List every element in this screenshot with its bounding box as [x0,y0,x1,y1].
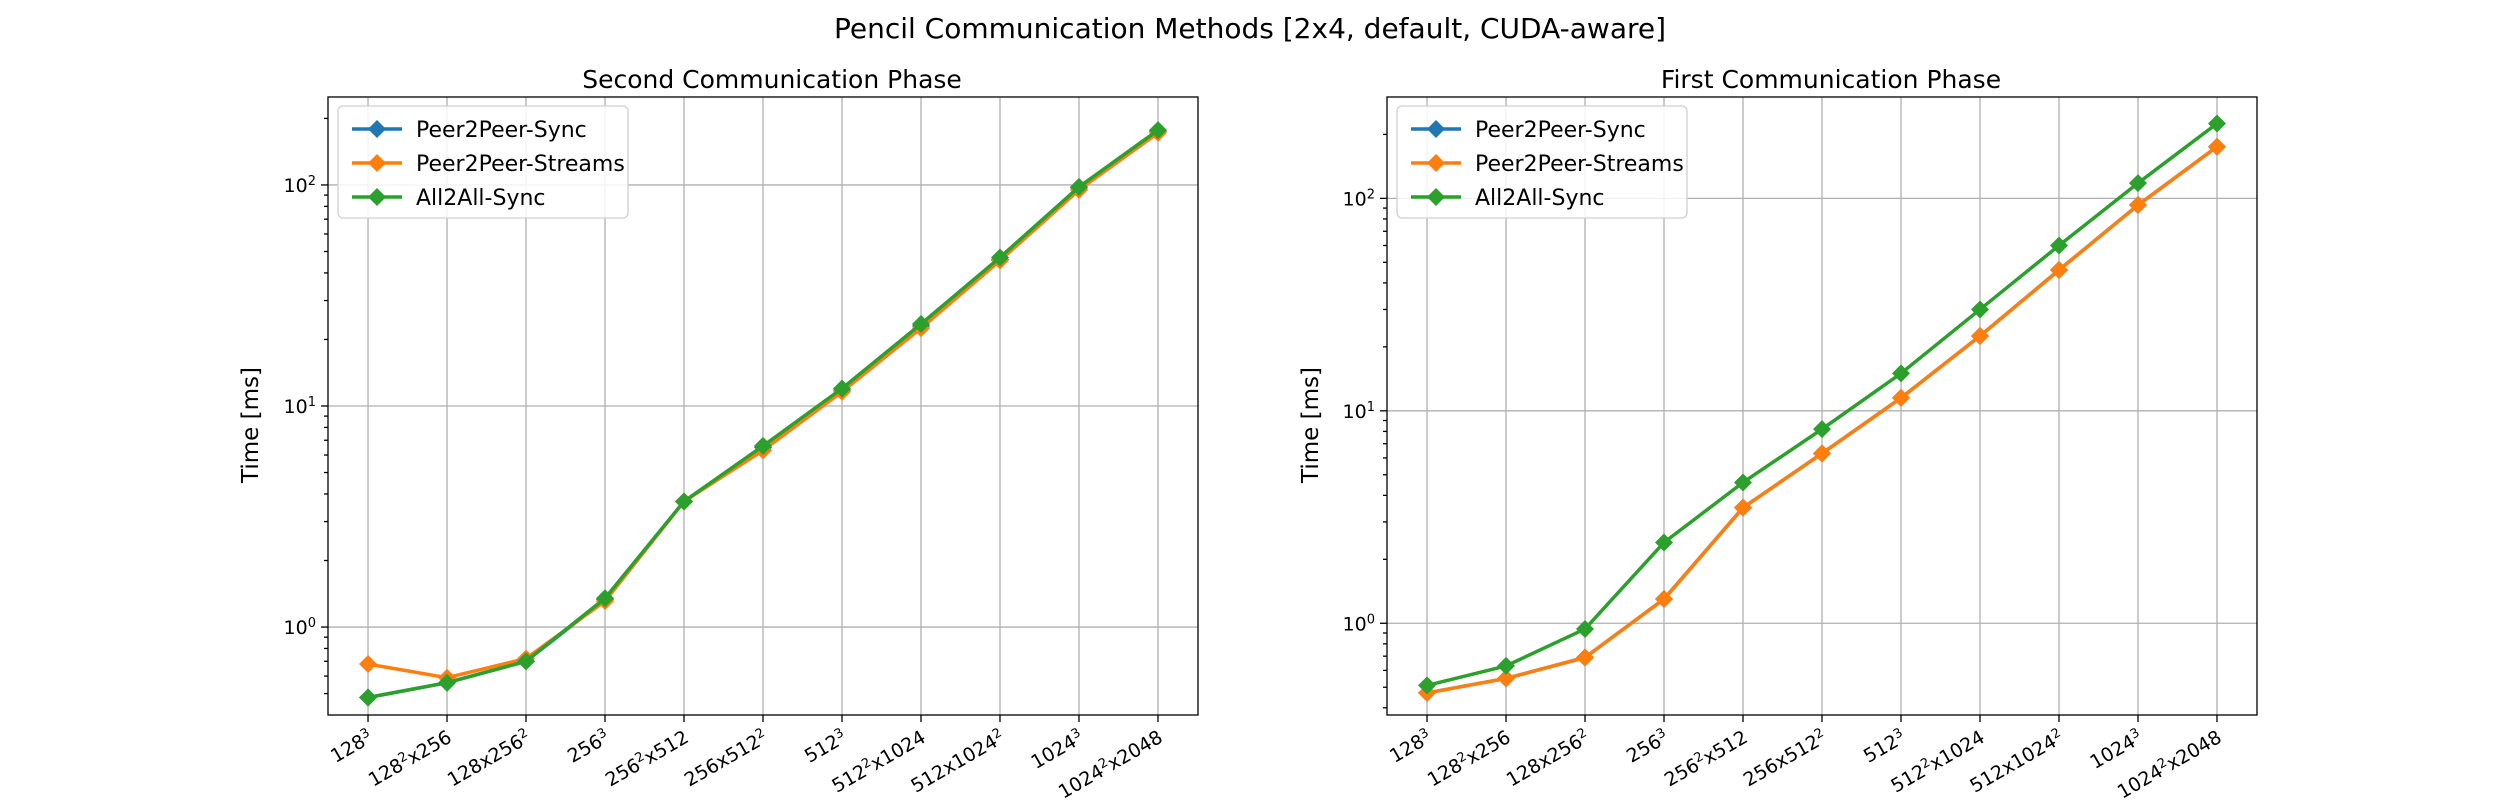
legend-label: Peer2Peer-Sync [1475,118,1646,143]
x-tick-label: 1282x256 [364,725,455,791]
data-point-marker [1813,420,1831,439]
x-tick-label: 10243 [1027,725,1088,774]
data-point-marker [1418,676,1437,695]
legend-box [1396,105,1688,219]
data-point-marker [675,492,694,511]
data-point-marker [2207,137,2226,156]
plot-frame [327,96,1199,716]
legend-item: Peer2Peer-Sync [1411,118,1646,143]
data-point-marker [1655,590,1674,609]
x-tick-label: 256x5122 [680,725,771,791]
x-tick-label: 2563 [563,725,613,768]
legend-label: All2All-Sync [1475,186,1605,211]
data-point-marker [438,673,457,692]
x-tick-label: 5123 [1859,725,1909,768]
legend-label: All2All-Sync [416,186,546,211]
right-chart-legend: Peer2Peer-Sync Peer2Peer-Streams All2All-S… [1396,105,1688,219]
data-point-marker [1891,388,1910,407]
data-point-marker [1497,656,1516,675]
data-point-marker [596,589,615,608]
x-tick-label: 5123 [800,725,850,768]
data-point-marker [1497,669,1516,688]
x-tick-label: 10243 [2086,725,2147,774]
legend-marker [1427,154,1445,172]
legend-marker [368,120,386,138]
right-chart: First Communication Phase Time [ms] 1283… [1298,65,2258,800]
y-tick-label: 101 [284,395,316,419]
data-point-marker [2049,261,2068,280]
x-tick-label: 256x5122 [1739,725,1830,791]
figure-title: Pencil Communication Methods [2x4, defau… [834,12,1666,45]
data-point-marker [1069,177,1088,196]
plot-frame [1386,96,2258,716]
left-chart-legend: Peer2Peer-Sync Peer2Peer-Streams All2All-S… [337,105,629,219]
data-point-marker [1655,533,1674,552]
data-point-marker [2128,196,2147,215]
legend-label: Peer2Peer-Streams [1475,152,1684,177]
data-point-marker [1734,473,1753,492]
data-point-marker [1734,498,1753,517]
data-point-marker [517,652,536,671]
legend-marker [1427,120,1445,138]
data-point-marker [1813,444,1831,463]
x-tick-label: 1283 [326,725,376,768]
legend-item: Peer2Peer-Streams [1411,152,1684,177]
data-point-marker [1576,619,1595,638]
x-tick-label: 128x2562 [443,725,534,791]
x-tick-label: 1282x256 [1423,725,1514,791]
legend-marker [1427,188,1445,206]
legend-marker [368,188,386,206]
right-chart-ylabel: Time [ms] [1298,367,1324,484]
legend-box [337,105,629,219]
data-point-marker [359,688,378,707]
data-point-marker [832,379,851,398]
legend-item: All2All-Sync [1411,186,1605,211]
legend-item: Peer2Peer-Streams [352,152,625,177]
x-tick-label: 1283 [1385,725,1435,768]
legend-marker [368,154,386,172]
y-tick-label: 102 [1343,187,1375,211]
y-tick-label: 101 [1343,399,1375,423]
legend-label: Peer2Peer-Streams [416,152,625,177]
left-chart-title: Second Communication Phase [582,65,962,94]
data-point-marker [1891,364,1910,383]
y-tick-label: 102 [284,173,316,197]
right-chart-title: First Communication Phase [1661,65,2001,94]
data-point-marker [359,655,378,674]
data-point-marker [2207,114,2226,133]
data-point-marker [2128,174,2147,193]
data-point-marker [1148,121,1167,140]
data-point-marker [754,436,772,455]
legend-label: Peer2Peer-Sync [416,118,587,143]
x-tick-label: 2562x512 [1660,725,1751,791]
x-tick-label: 2563 [1622,725,1672,768]
data-point-marker [911,314,930,333]
y-tick-label: 100 [284,616,316,640]
data-point-marker [1970,300,1989,319]
x-tick-label: 2562x512 [601,725,692,791]
legend-item: All2All-Sync [352,186,546,211]
data-point-marker [1576,648,1595,667]
x-tick-label: 128x2562 [1502,725,1593,791]
data-point-marker [1970,326,1989,345]
y-tick-label: 100 [1343,612,1375,636]
left-chart: Second Communication Phase Time [ms] 128… [238,65,1199,800]
data-point-marker [990,248,1009,267]
legend-item: Peer2Peer-Sync [352,118,587,143]
data-point-marker [2049,236,2068,255]
left-chart-ylabel: Time [ms] [238,367,264,484]
